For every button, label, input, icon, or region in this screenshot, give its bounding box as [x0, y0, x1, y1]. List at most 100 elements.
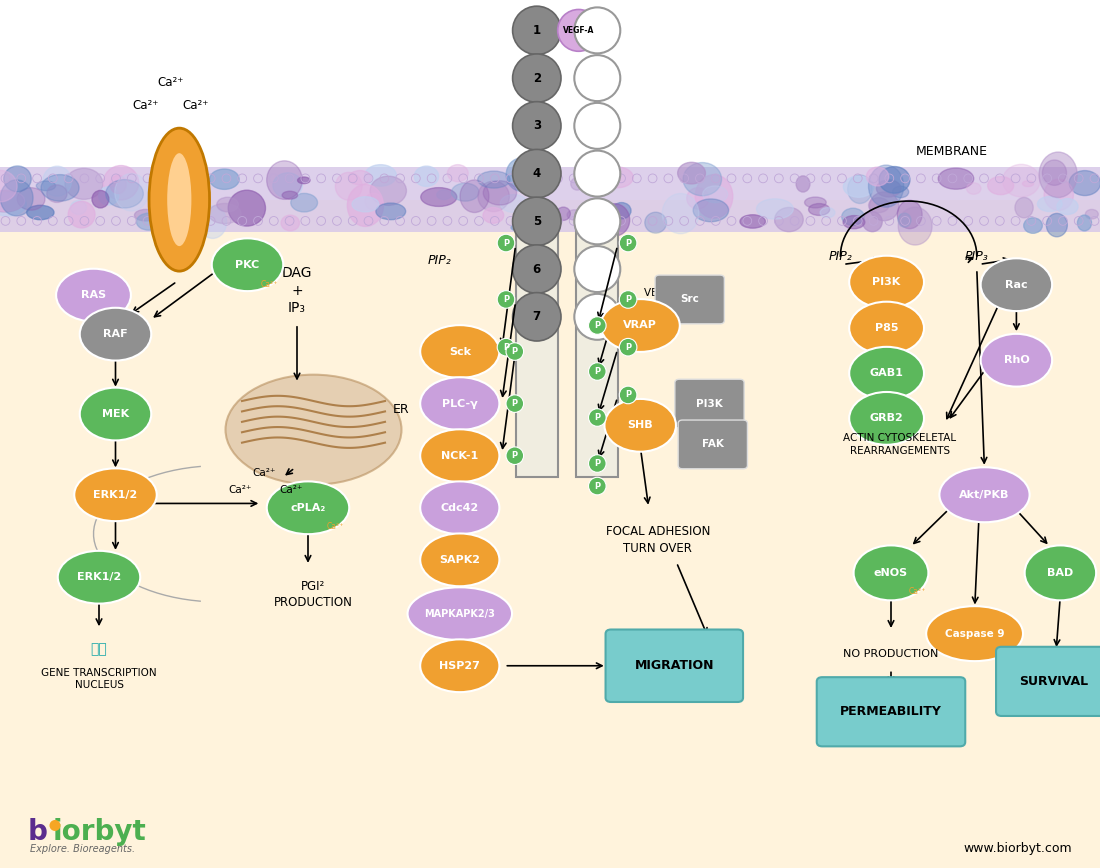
Ellipse shape: [217, 197, 239, 212]
Ellipse shape: [43, 166, 72, 196]
Ellipse shape: [0, 192, 26, 216]
Ellipse shape: [588, 363, 606, 380]
Ellipse shape: [162, 198, 184, 218]
Ellipse shape: [56, 269, 131, 321]
Ellipse shape: [437, 190, 451, 200]
Ellipse shape: [47, 185, 67, 202]
Ellipse shape: [513, 197, 561, 246]
Ellipse shape: [208, 203, 241, 224]
Ellipse shape: [75, 469, 156, 521]
Ellipse shape: [774, 207, 803, 232]
Ellipse shape: [844, 176, 873, 197]
Ellipse shape: [1037, 196, 1063, 212]
Ellipse shape: [574, 103, 620, 148]
Text: NCK-1: NCK-1: [441, 450, 478, 461]
Ellipse shape: [1077, 215, 1091, 231]
Text: P: P: [625, 239, 631, 247]
Ellipse shape: [114, 174, 148, 211]
Text: P: P: [594, 459, 601, 468]
Ellipse shape: [451, 183, 478, 201]
Ellipse shape: [557, 207, 570, 220]
Ellipse shape: [1022, 181, 1034, 187]
Ellipse shape: [497, 339, 515, 356]
Ellipse shape: [282, 191, 298, 199]
Text: Ca²⁺: Ca²⁺: [132, 100, 158, 112]
Text: Ca²⁺: Ca²⁺: [157, 76, 184, 89]
Ellipse shape: [415, 166, 439, 187]
Text: iorbyt: iorbyt: [53, 818, 146, 845]
Ellipse shape: [574, 56, 620, 101]
Text: P: P: [503, 343, 509, 352]
Ellipse shape: [695, 174, 733, 218]
Ellipse shape: [601, 299, 680, 352]
Ellipse shape: [26, 206, 54, 220]
Text: Ca²⁺: Ca²⁺: [279, 485, 304, 496]
Ellipse shape: [150, 128, 209, 271]
Ellipse shape: [879, 167, 910, 194]
Ellipse shape: [849, 392, 924, 444]
Ellipse shape: [420, 482, 499, 534]
Ellipse shape: [571, 178, 584, 190]
Ellipse shape: [612, 202, 631, 219]
Ellipse shape: [460, 180, 490, 213]
Ellipse shape: [848, 175, 872, 203]
Text: P85: P85: [874, 323, 899, 333]
Ellipse shape: [574, 199, 620, 244]
Ellipse shape: [619, 291, 637, 308]
Ellipse shape: [513, 6, 561, 55]
Ellipse shape: [136, 214, 161, 230]
Ellipse shape: [477, 181, 509, 212]
Text: PI3K: PI3K: [696, 398, 723, 409]
Ellipse shape: [591, 210, 602, 219]
Ellipse shape: [266, 161, 302, 200]
Text: eNOS: eNOS: [873, 568, 909, 578]
Ellipse shape: [1086, 209, 1098, 219]
FancyBboxPatch shape: [675, 379, 745, 428]
Ellipse shape: [513, 149, 561, 198]
Ellipse shape: [588, 317, 606, 334]
Text: 5: 5: [532, 215, 541, 227]
Ellipse shape: [68, 201, 95, 228]
Ellipse shape: [110, 175, 126, 194]
Ellipse shape: [513, 245, 561, 293]
FancyBboxPatch shape: [997, 647, 1100, 716]
Text: GAB1: GAB1: [870, 368, 903, 378]
FancyBboxPatch shape: [0, 200, 1100, 868]
Text: cPLA₂: cPLA₂: [290, 503, 326, 513]
Ellipse shape: [376, 203, 406, 220]
Text: MEK: MEK: [102, 409, 129, 419]
Ellipse shape: [420, 378, 499, 430]
Text: 6: 6: [532, 263, 541, 275]
Ellipse shape: [1002, 164, 1040, 197]
Text: Akt/PKB: Akt/PKB: [959, 490, 1010, 500]
Text: ERK1/2: ERK1/2: [77, 572, 121, 582]
Ellipse shape: [1069, 171, 1100, 195]
Text: b: b: [28, 818, 47, 845]
Ellipse shape: [513, 54, 561, 102]
Text: SURVIVAL: SURVIVAL: [1020, 675, 1088, 687]
Ellipse shape: [407, 588, 512, 640]
Ellipse shape: [592, 182, 612, 193]
Ellipse shape: [506, 158, 537, 191]
Ellipse shape: [92, 190, 109, 208]
Ellipse shape: [79, 308, 152, 360]
Text: VEGF-A: VEGF-A: [563, 26, 594, 35]
Ellipse shape: [420, 430, 499, 482]
Text: MEMBRANE: MEMBRANE: [915, 146, 988, 158]
Ellipse shape: [421, 187, 456, 207]
FancyBboxPatch shape: [656, 275, 725, 324]
Ellipse shape: [796, 176, 810, 192]
Ellipse shape: [273, 173, 303, 198]
Text: P: P: [512, 399, 518, 408]
Ellipse shape: [164, 184, 191, 215]
Ellipse shape: [506, 343, 524, 360]
Ellipse shape: [588, 455, 606, 472]
Ellipse shape: [170, 216, 192, 235]
FancyBboxPatch shape: [816, 677, 966, 746]
Text: RAF: RAF: [103, 329, 128, 339]
Ellipse shape: [507, 174, 532, 187]
Ellipse shape: [600, 204, 629, 236]
Ellipse shape: [869, 165, 904, 207]
Text: Ca²⁺: Ca²⁺: [252, 468, 276, 478]
Ellipse shape: [228, 190, 265, 226]
